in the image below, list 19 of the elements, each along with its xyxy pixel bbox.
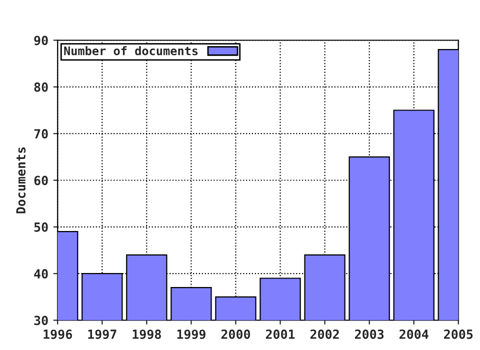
y-tick-label: 80 — [34, 82, 48, 92]
x-tick-label: 1999 — [177, 330, 206, 340]
x-tick-label: 2002 — [310, 330, 339, 339]
y-tick-label: 40 — [34, 269, 48, 279]
x-tick-label: 2003 — [354, 330, 384, 339]
y-tick-label: 70 — [34, 129, 48, 139]
y-tick-label: 60 — [34, 176, 48, 186]
legend-label: Number of documents — [64, 46, 198, 56]
y-tick-label: 90 — [34, 36, 48, 46]
x-tick-label: 1996 — [44, 330, 72, 340]
x-tick-label: 2004 — [400, 330, 428, 339]
y-tick-label: 30 — [34, 316, 48, 326]
x-tick-label: 1998 — [132, 330, 161, 340]
y-tick-label: 50 — [34, 222, 48, 232]
y-axis-title: Documents — [16, 147, 26, 214]
x-tick-label: 2000 — [221, 330, 250, 339]
x-tick-label: 1997 — [88, 330, 116, 340]
x-tick-label: 2001 — [266, 330, 295, 339]
x-tick-label: 2005 — [444, 330, 473, 339]
